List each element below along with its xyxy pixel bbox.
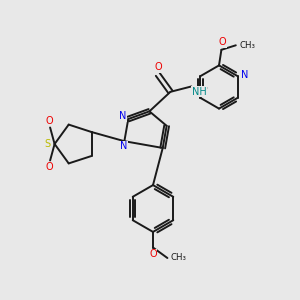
Text: NH: NH — [191, 87, 206, 97]
Text: O: O — [45, 162, 53, 172]
Text: CH₃: CH₃ — [171, 254, 187, 262]
Text: O: O — [45, 116, 53, 126]
Text: S: S — [45, 139, 51, 149]
Text: O: O — [154, 62, 162, 72]
Text: N: N — [120, 141, 127, 151]
Text: N: N — [241, 70, 248, 80]
Text: N: N — [119, 111, 127, 121]
Text: O: O — [218, 37, 226, 47]
Text: O: O — [149, 249, 157, 259]
Text: CH₃: CH₃ — [239, 41, 255, 50]
